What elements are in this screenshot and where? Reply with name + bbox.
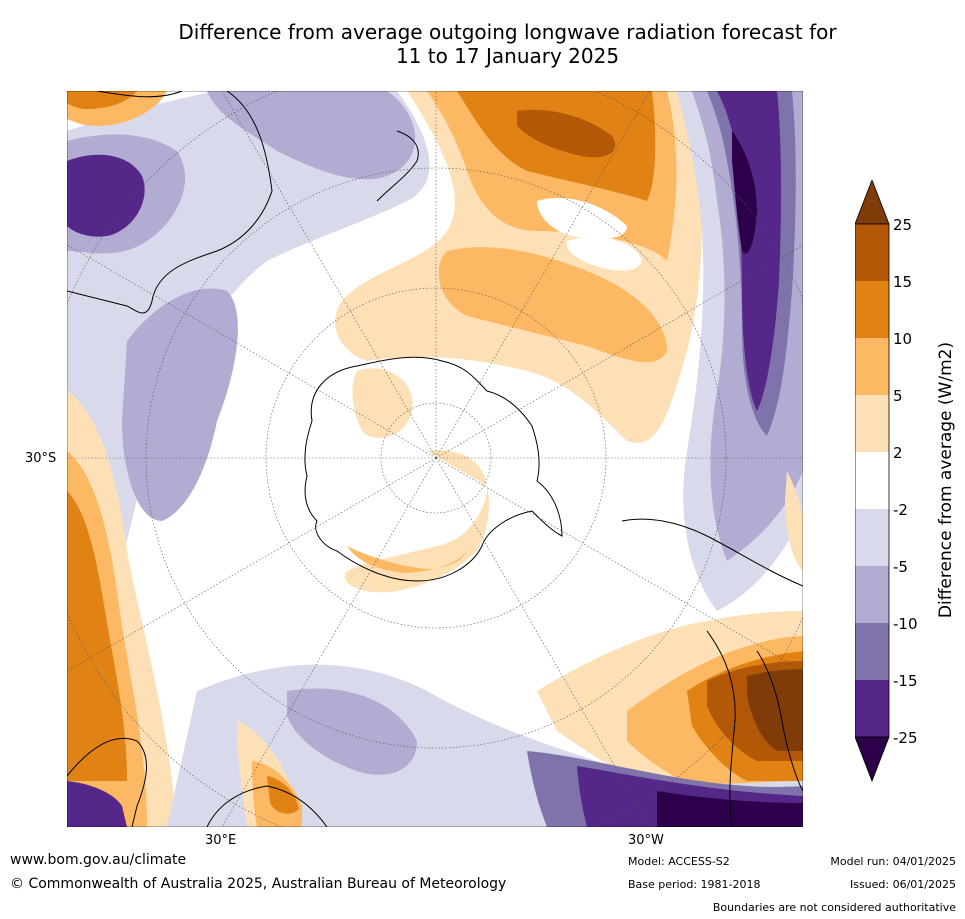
footer-copyright: © Commonwealth of Australia 2025, Austra… bbox=[10, 876, 507, 892]
footer-disclaimer: Boundaries are not considered authoritat… bbox=[712, 901, 956, 914]
map-title: Difference from average outgoing longwav… bbox=[100, 20, 915, 68]
colorbar-tick-n2: -2 bbox=[893, 501, 908, 519]
colorbar-bin-10-15 bbox=[855, 281, 889, 338]
graticule-meridians bbox=[67, 91, 803, 827]
anomaly-region-lightorange-antarctic-south bbox=[345, 450, 489, 593]
graticule-circle-2 bbox=[265, 287, 607, 629]
colorbar-bin-5-10 bbox=[855, 338, 889, 395]
anomaly-region-midpurple-sw bbox=[122, 288, 238, 521]
graticule-circle-1 bbox=[380, 402, 492, 514]
colorbar-under-arrow bbox=[855, 736, 890, 783]
colorbar-tick-n25: -25 bbox=[893, 729, 918, 747]
anomaly-region-deeporange-north bbox=[517, 109, 616, 158]
footer-issued: Issued: 06/01/2025 bbox=[849, 878, 956, 891]
colorbar-tick-10: 10 bbox=[893, 330, 912, 348]
latitude-label-30s: 30°S bbox=[25, 451, 57, 466]
colorbar-bin-n10-15 bbox=[855, 623, 889, 680]
colorbar-bin-n5-10 bbox=[855, 566, 889, 623]
colorbar-bin-neutral bbox=[855, 452, 889, 509]
title-line-1: Difference from average outgoing longwav… bbox=[178, 20, 837, 44]
anomaly-region-orange-center bbox=[438, 247, 667, 363]
colorbar-over-arrow bbox=[855, 180, 890, 225]
anomaly-region-darkorange-nw bbox=[67, 91, 137, 109]
anomaly-region-lightorange-east bbox=[785, 471, 803, 571]
africa-coastline bbox=[67, 737, 328, 827]
colorbar-bin-15-25 bbox=[855, 224, 889, 281]
anomaly-region-orange-antarctic-coast bbox=[347, 546, 467, 573]
colorbar-tick-n15: -15 bbox=[893, 672, 918, 690]
footer-base-period: Base period: 1981-2018 bbox=[628, 878, 761, 891]
longitude-label-30e: 30°E bbox=[205, 833, 237, 848]
anomaly-region-brown-south-america bbox=[747, 669, 803, 751]
anomaly-region-darkpurple-southwest bbox=[67, 781, 127, 827]
colorbar-bin-n2-5 bbox=[855, 509, 889, 566]
colorbar-bin-2-5 bbox=[855, 395, 889, 452]
graticule-circle-3 bbox=[145, 167, 727, 749]
footer-website: www.bom.gov.au/climate bbox=[10, 852, 187, 868]
colorbar-tick-n5: -5 bbox=[893, 558, 908, 576]
australia-coastline bbox=[67, 91, 273, 314]
footer-model-run: Model run: 04/01/2025 bbox=[830, 855, 956, 868]
colorbar-tick-2: 2 bbox=[893, 444, 903, 462]
anomaly-region-lightorange-antarctic bbox=[352, 368, 413, 439]
south-america-coastline bbox=[621, 518, 803, 827]
anomaly-region-midpurple-north bbox=[207, 91, 416, 180]
longitude-label-30w: 30°W bbox=[628, 833, 664, 848]
anomaly-region-neutral-north-b bbox=[566, 237, 642, 271]
anomaly-region-neutral-north-a bbox=[537, 197, 627, 239]
colorbar-tick-15: 15 bbox=[893, 273, 912, 291]
anomaly-region-midpurple-south bbox=[287, 688, 417, 775]
footer-model: Model: ACCESS-S2 bbox=[628, 855, 730, 868]
colorbar-tick-5: 5 bbox=[893, 387, 903, 405]
colorbar: 25 15 10 5 2 -2 -5 -10 -15 -25 Differenc… bbox=[855, 180, 956, 783]
colorbar-label: Difference from average (W/m2) bbox=[936, 342, 956, 618]
colorbar-bin-n15-25 bbox=[855, 680, 889, 737]
antarctica-coastline bbox=[304, 356, 563, 582]
polar-anomaly-map bbox=[67, 91, 803, 827]
colorbar-tick-n10: -10 bbox=[893, 615, 918, 633]
colorbar-tick-25: 25 bbox=[893, 216, 912, 234]
anomaly-region-darkpurple-west bbox=[67, 154, 145, 237]
new-zealand-coastline bbox=[376, 130, 419, 202]
title-line-2: 11 to 17 January 2025 bbox=[395, 44, 620, 68]
anomaly-region-deeppurple-east bbox=[732, 131, 757, 254]
anomaly-region-darkorange-southwest bbox=[267, 776, 299, 814]
anomaly-region-darkorange-west bbox=[67, 491, 127, 781]
